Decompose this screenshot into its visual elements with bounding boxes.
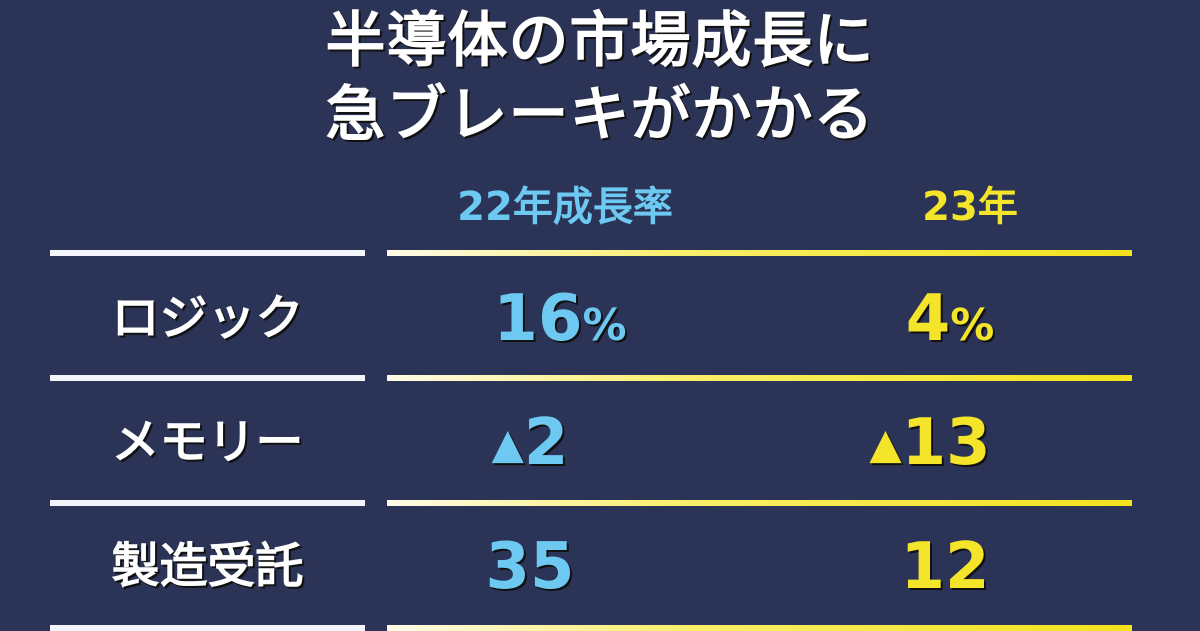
- value-logic-2022: 16%: [400, 284, 720, 361]
- row-label-foundry: 製造受託: [111, 538, 304, 594]
- negative-marker: ▲: [869, 419, 902, 468]
- divider-left: [50, 250, 365, 256]
- value-foundry-2022: 35: [380, 532, 680, 609]
- header-2022-growth: 22年成長率: [457, 184, 673, 230]
- value-number: 12: [900, 530, 990, 604]
- header-2023: 23年: [922, 184, 1018, 230]
- value-number: 4: [905, 282, 951, 356]
- percent-sign: %: [950, 300, 995, 351]
- divider-right: [387, 625, 1132, 631]
- title-line-1: 半導体の市場成長に: [325, 6, 875, 76]
- value-number: 35: [485, 530, 575, 604]
- negative-marker: ▲: [491, 419, 524, 468]
- value-memory-2022: ▲2: [380, 408, 680, 485]
- value-memory-2023: ▲13: [770, 408, 1090, 485]
- percent-sign: %: [582, 300, 627, 351]
- row-label-memory: メモリー: [111, 414, 304, 470]
- divider-right: [387, 500, 1132, 506]
- divider-left: [50, 500, 365, 506]
- value-number: 2: [523, 406, 569, 480]
- title-line-2: 急ブレーキがかかる: [325, 80, 875, 150]
- row-label-logic: ロジック: [111, 290, 304, 346]
- value-logic-2023: 4%: [790, 284, 1110, 361]
- value-foundry-2023: 12: [785, 532, 1105, 609]
- divider-left: [50, 375, 365, 381]
- divider-right: [387, 375, 1132, 381]
- divider-right: [387, 250, 1132, 256]
- value-number: 16: [493, 282, 583, 356]
- value-number: 13: [901, 406, 991, 480]
- divider-left: [50, 625, 365, 631]
